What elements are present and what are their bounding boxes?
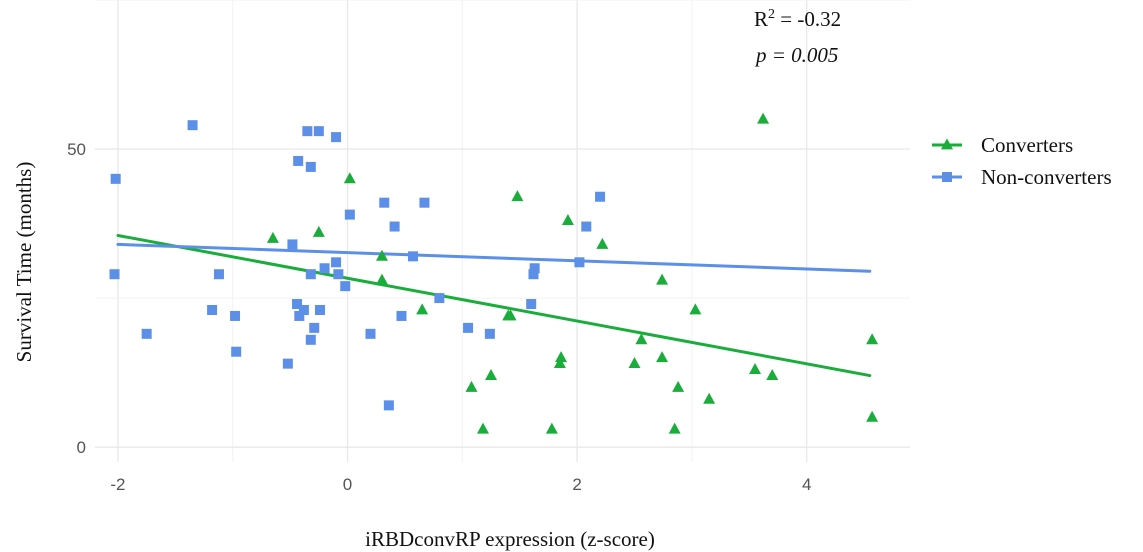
data-point-converters [546,423,558,434]
data-point-non-converters [595,192,605,202]
data-point-non-converters [314,126,324,136]
data-point-converters [416,303,428,314]
data-point-non-converters [379,198,389,208]
data-point-converters [689,303,701,314]
data-point-non-converters [214,269,224,279]
x-tick-label: -2 [110,475,125,494]
data-point-non-converters [110,269,120,279]
data-point-converters [313,226,325,237]
data-point-non-converters [331,257,341,267]
data-point-converters [629,357,641,368]
data-point-non-converters [306,162,316,172]
data-point-converters [656,351,668,362]
data-point-non-converters [315,305,325,315]
stats-annotation: R2 = -0.32 p = 0.005 [754,7,841,67]
x-tick-label: 0 [343,475,352,494]
data-point-non-converters [408,251,418,261]
data-point-non-converters [111,174,121,184]
x-tick-label: 4 [802,475,811,494]
data-point-non-converters [309,323,319,333]
data-point-non-converters [331,132,341,142]
data-point-non-converters [230,311,240,321]
data-point-non-converters [574,257,584,267]
data-point-non-converters [581,222,591,232]
data-point-non-converters [345,210,355,220]
grid-lines [95,0,910,462]
data-point-non-converters [384,400,394,410]
data-point-converters [485,369,497,380]
data-point-converters [511,190,523,201]
tick-labels: -2 0 2 4 0 50 [67,140,811,494]
data-point-converters [672,381,684,392]
data-point-converters [766,369,778,380]
x-axis-title: iRBDconvRP expression (z-score) [365,527,655,551]
data-point-converters [866,333,878,344]
data-point-non-converters [283,359,293,369]
legend: Converters Non-converters [932,133,1112,189]
data-point-non-converters [419,198,429,208]
legend-label-converters: Converters [981,133,1073,157]
data-point-non-converters [530,263,540,273]
data-point-non-converters [463,323,473,333]
data-point-non-converters [306,335,316,345]
data-point-converters [477,423,489,434]
data-point-converters [376,274,388,285]
data-point-converters [669,423,681,434]
data-point-non-converters [287,239,297,249]
data-point-non-converters [434,293,444,303]
data-point-converters [596,238,608,249]
data-point-non-converters [333,269,343,279]
y-tick-label: 0 [77,438,86,457]
data-point-converters [757,113,769,124]
data-point-non-converters [320,263,330,273]
data-point-non-converters [365,329,375,339]
data-point-converters [866,411,878,422]
data-point-non-converters [207,305,217,315]
data-point-converters [562,214,574,225]
data-point-non-converters [302,126,312,136]
data-point-converters [656,274,668,285]
legend-label-non-converters: Non-converters [981,165,1112,189]
data-point-non-converters [142,329,152,339]
p-value-label: p = 0.005 [754,43,838,67]
data-point-converters [555,351,567,362]
y-axis-title: Survival Time (months) [12,162,36,363]
data-point-non-converters [188,120,198,130]
data-point-converters [344,172,356,183]
data-point-non-converters [306,269,316,279]
data-point-converters [267,232,279,243]
x-tick-label: 2 [572,475,581,494]
r-squared-label: R2 = -0.32 [754,7,841,31]
y-tick-label: 50 [67,140,86,159]
data-point-converters [703,393,715,404]
data-points [110,113,879,434]
data-point-converters [466,381,478,392]
data-point-non-converters [526,299,536,309]
data-point-converters [749,363,761,374]
data-point-non-converters [299,305,309,315]
data-point-non-converters [231,347,241,357]
trend-lines [118,235,870,375]
data-point-non-converters [390,222,400,232]
data-point-non-converters [396,311,406,321]
data-point-non-converters [340,281,350,291]
data-point-non-converters [293,156,303,166]
legend-marker-non-converters [942,172,952,182]
data-point-non-converters [485,329,495,339]
